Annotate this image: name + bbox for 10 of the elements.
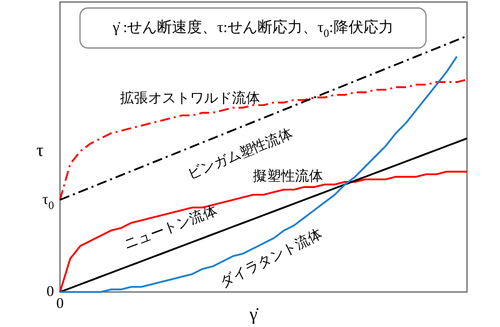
series-label: 擬塑性流体 bbox=[252, 168, 323, 184]
text: 0 bbox=[56, 296, 64, 312]
series-label: 拡張オストワルド流体 bbox=[120, 89, 260, 106]
annotation: γ̇ :せん断速度、τ:せん断応力、τ$_{0}$:降伏応力 bbox=[112, 19, 394, 40]
y-axis-title: τ bbox=[36, 140, 44, 160]
text: 0 bbox=[46, 284, 54, 300]
text: τ$_{0}$ bbox=[42, 192, 54, 212]
x-axis-title: γ̇ bbox=[248, 304, 258, 324]
text: ダイラタント流体 bbox=[217, 225, 324, 290]
text: ニュートン流体 bbox=[122, 202, 219, 252]
